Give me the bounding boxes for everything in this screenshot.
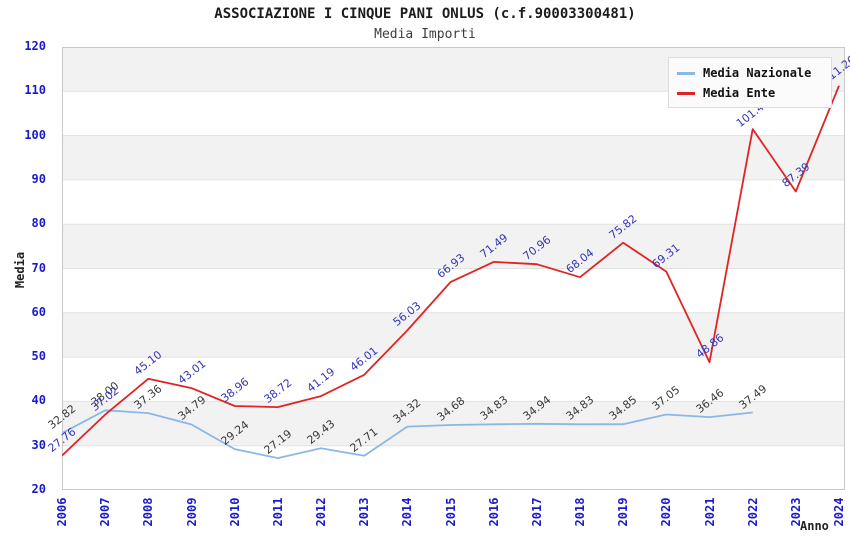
y-tick-label: 20 [31, 482, 46, 496]
x-tick-label: 2024 [832, 497, 846, 527]
plot-band [62, 445, 845, 490]
media-nazionale-line-swatch-icon [677, 71, 695, 75]
x-tick-label: 2009 [184, 497, 199, 527]
x-tick-label: 2010 [227, 497, 242, 527]
plot-border [62, 47, 845, 490]
x-tick-label: 2006 [55, 497, 69, 527]
y-tick-label: 120 [24, 39, 46, 53]
y-tick-label: 100 [24, 127, 46, 142]
plot-band [62, 312, 845, 358]
media-nazionale-line [61, 409, 753, 460]
x-tick-label: 2008 [141, 497, 156, 527]
legend-label-media-ente: Media Ente [703, 86, 776, 100]
media-ente-line [61, 85, 840, 457]
plot-band [62, 135, 845, 180]
chart-subtitle: Media Importi [374, 27, 476, 42]
y-tick-label: 30 [31, 437, 46, 452]
x-tick-label: 2023 [788, 497, 803, 527]
y-tick-label: 110 [24, 83, 46, 98]
plot-band [62, 357, 845, 402]
plot-area [61, 47, 845, 490]
legend: Media Nazionale Media Ente [668, 57, 832, 108]
y-tick-label: 90 [31, 171, 46, 186]
y-tick-label: 70 [31, 260, 46, 275]
x-tick-label: 2012 [314, 497, 328, 527]
x-tick-label: 2015 [443, 497, 458, 527]
x-tick-label: 2011 [270, 497, 285, 527]
plot-band [62, 224, 845, 269]
x-tick-label: 2013 [357, 497, 372, 527]
x-tick-label: 2021 [702, 497, 717, 527]
chart-title: ASSOCIAZIONE I CINQUE PANI ONLUS (c.f.90… [214, 6, 636, 22]
x-tick-label: 2019 [616, 497, 631, 527]
y-tick-label: 80 [31, 216, 46, 231]
chart-canvas [61, 47, 845, 490]
x-tick-label: 2017 [529, 497, 544, 527]
plot-band [62, 268, 845, 313]
x-axis-title: Anno [800, 519, 829, 533]
plot-band [62, 401, 845, 446]
x-tick-label: 2018 [573, 497, 587, 527]
x-tick-label: 2020 [659, 497, 674, 527]
media-ente-line-swatch-icon [677, 91, 695, 95]
y-tick-label: 60 [31, 304, 46, 319]
x-tick-label: 2014 [400, 497, 415, 527]
x-tick-label: 2016 [486, 497, 501, 527]
y-tick-label: 50 [31, 349, 46, 364]
y-tick-label: 40 [31, 393, 46, 408]
x-tick-label: 2007 [98, 497, 113, 527]
legend-item-media-ente: Media Ente [677, 83, 823, 103]
legend-item-media-nazionale: Media Nazionale [677, 63, 823, 83]
plot-band [62, 179, 845, 225]
legend-label-media-nazionale: Media Nazionale [703, 66, 812, 80]
x-tick-label: 2022 [745, 497, 760, 527]
